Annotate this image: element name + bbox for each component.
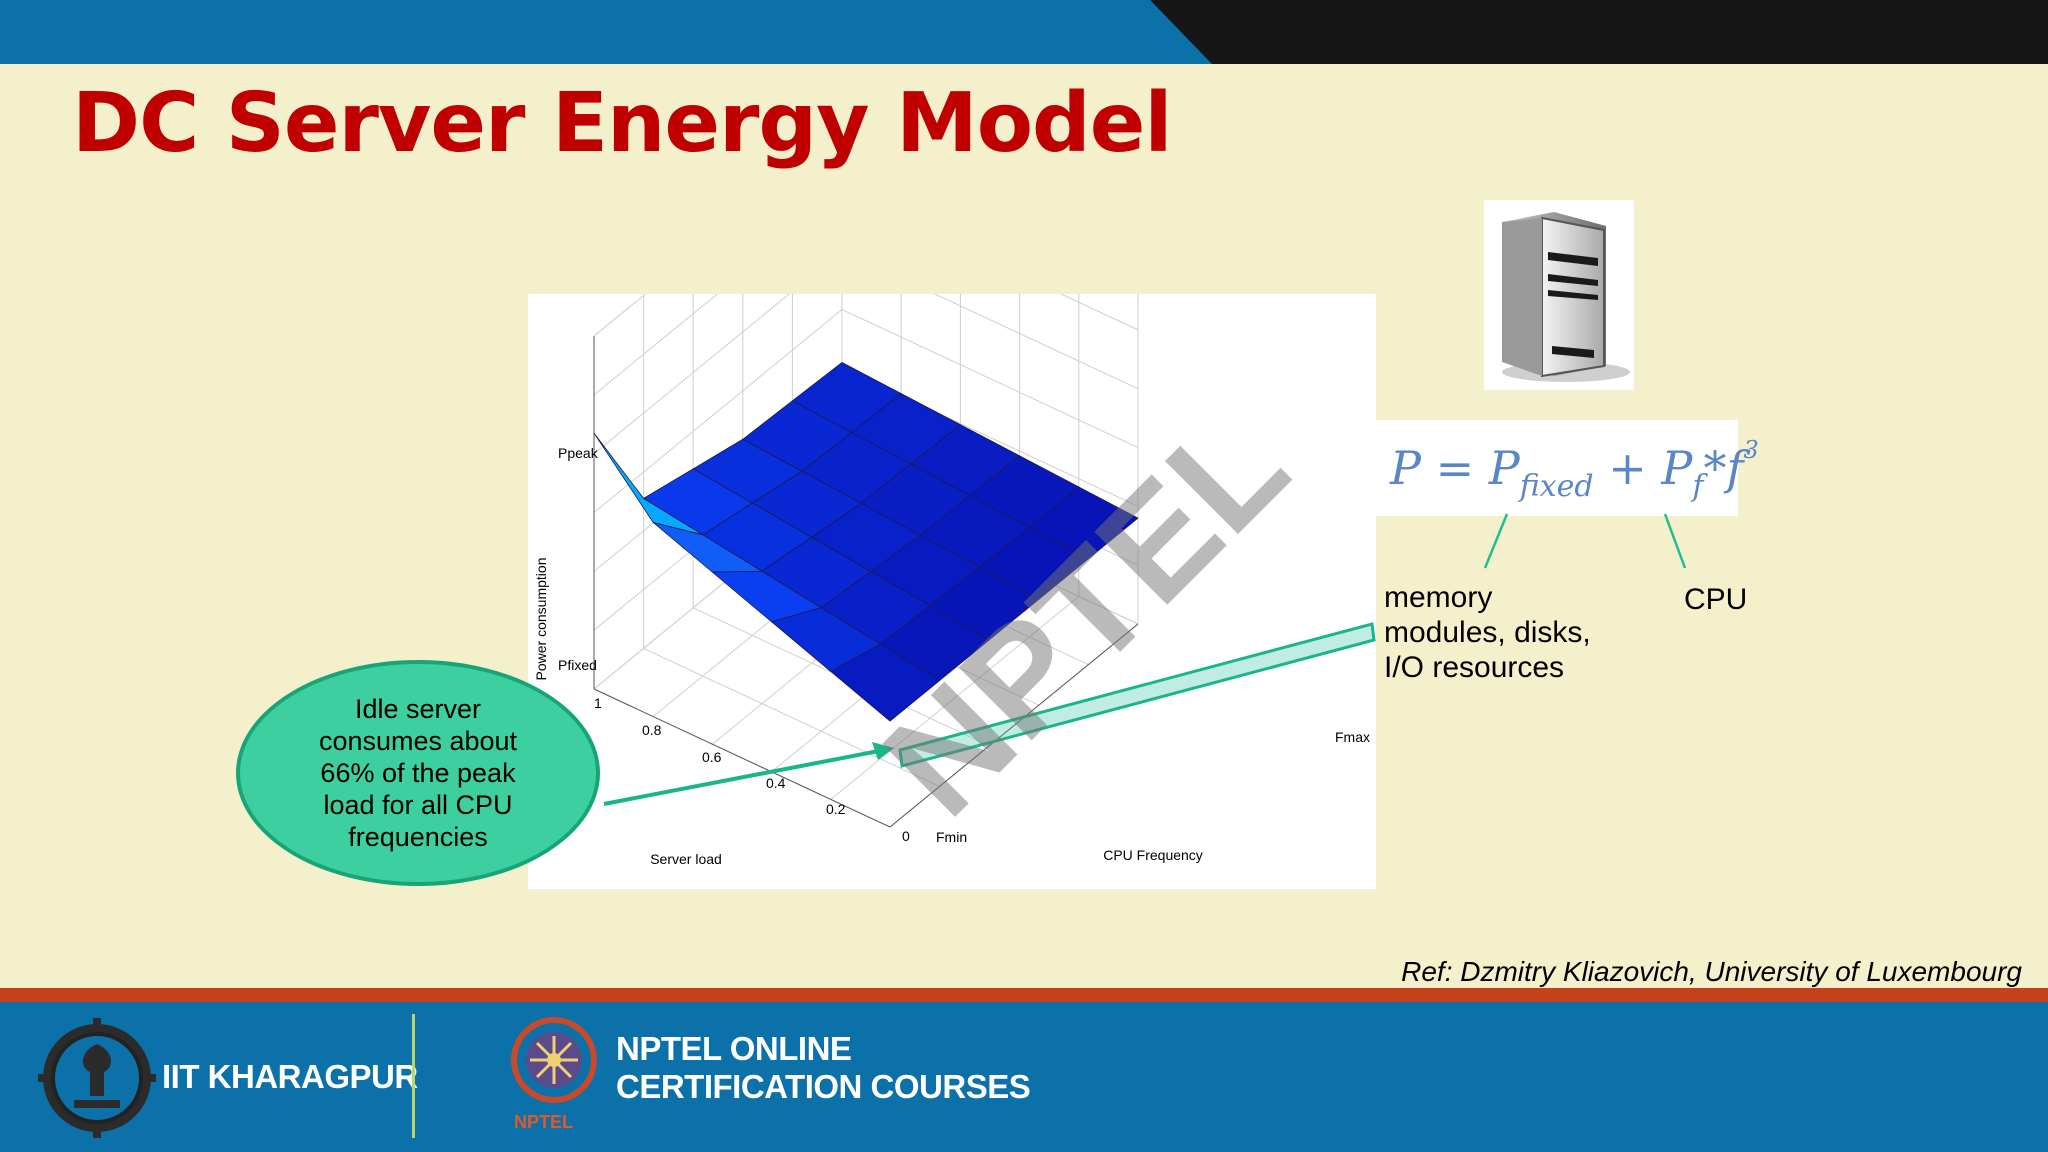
y-axis-line: [593, 688, 891, 828]
y-tick-0-8: 0.8: [642, 722, 662, 738]
idle-server-callout: Idle server consumes about 66% of the pe…: [236, 660, 600, 886]
side-wall-hline: [841, 309, 1139, 448]
back-wall-hline: [593, 294, 719, 396]
x-tick-fmin: Fmin: [936, 829, 967, 845]
chart-surface: [593, 361, 1139, 722]
header-band: [0, 0, 2048, 64]
y-axis-label: Server load: [650, 851, 722, 867]
surface-patch: [830, 643, 941, 722]
nptel-badge-text: NPTEL: [514, 1112, 574, 1132]
program-name: NPTEL ONLINE CERTIFICATION COURSES: [616, 1030, 1031, 1105]
y-tick-0-2: 0.2: [826, 801, 846, 817]
floor-line: [643, 647, 940, 787]
y-tick-1: 1: [594, 695, 602, 711]
annotation-connectors: [1483, 513, 1687, 569]
z-tick-pfixed: Pfixed: [558, 657, 597, 673]
nptel-logo: [511, 1017, 597, 1103]
x-axis-line: [889, 623, 1139, 828]
callout-arrow: [603, 748, 885, 806]
chart-labels: Pfixed Ppeak Power consumption Server lo…: [533, 445, 1370, 867]
y-tick-0-6: 0.6: [702, 749, 722, 765]
side-wall-hline: [1059, 294, 1139, 331]
formula-text: P = Pfixed + Pf*f3: [1390, 436, 1759, 504]
back-wall-hline: [593, 294, 647, 337]
callout-text: Idle server consumes about 66% of the pe…: [318, 694, 518, 852]
slide-title: DC Server Energy Model: [72, 76, 1172, 171]
footer-divider: [412, 1014, 415, 1138]
z-axis-label: Power consumption: [533, 558, 549, 681]
server-image: [1484, 200, 1634, 390]
x-tick-fmax: Fmax: [1335, 729, 1370, 745]
back-wall-hline: [593, 294, 790, 455]
floor-line: [830, 596, 1080, 800]
reference-text: Ref: Dzmitry Kliazovich, University of L…: [1401, 956, 2022, 987]
callout-arrowhead: [872, 742, 894, 760]
y-tick-0: 0: [902, 828, 910, 844]
side-wall-hline: [933, 294, 1139, 390]
server-tower-icon: [1502, 212, 1630, 382]
z-tick-ppeak: Ppeak: [558, 445, 599, 461]
idle-power-highlight: [898, 622, 1376, 768]
iit-kharagpur-logo: [38, 1018, 156, 1138]
footer-accent-strip: [0, 988, 2048, 1002]
energy-surface-chart: Pfixed Ppeak Power consumption Server lo…: [528, 294, 1376, 889]
cpu-annotation: CPU: [1684, 583, 1748, 616]
footer-bar: IIT KHARAGPUR NPTEL ONLINE CERTIFICATION…: [0, 1002, 2048, 1152]
power-formula: P = Pfixed + Pf*f3: [1376, 420, 1759, 516]
fixed-power-annotation: memory modules, disks, I/O resources: [1384, 581, 1591, 684]
institute-name: IIT KHARAGPUR: [162, 1058, 418, 1095]
x-axis-label: CPU Frequency: [1103, 847, 1203, 863]
back-wall-hline: [593, 309, 843, 513]
y-tick-0-4: 0.4: [766, 775, 786, 791]
